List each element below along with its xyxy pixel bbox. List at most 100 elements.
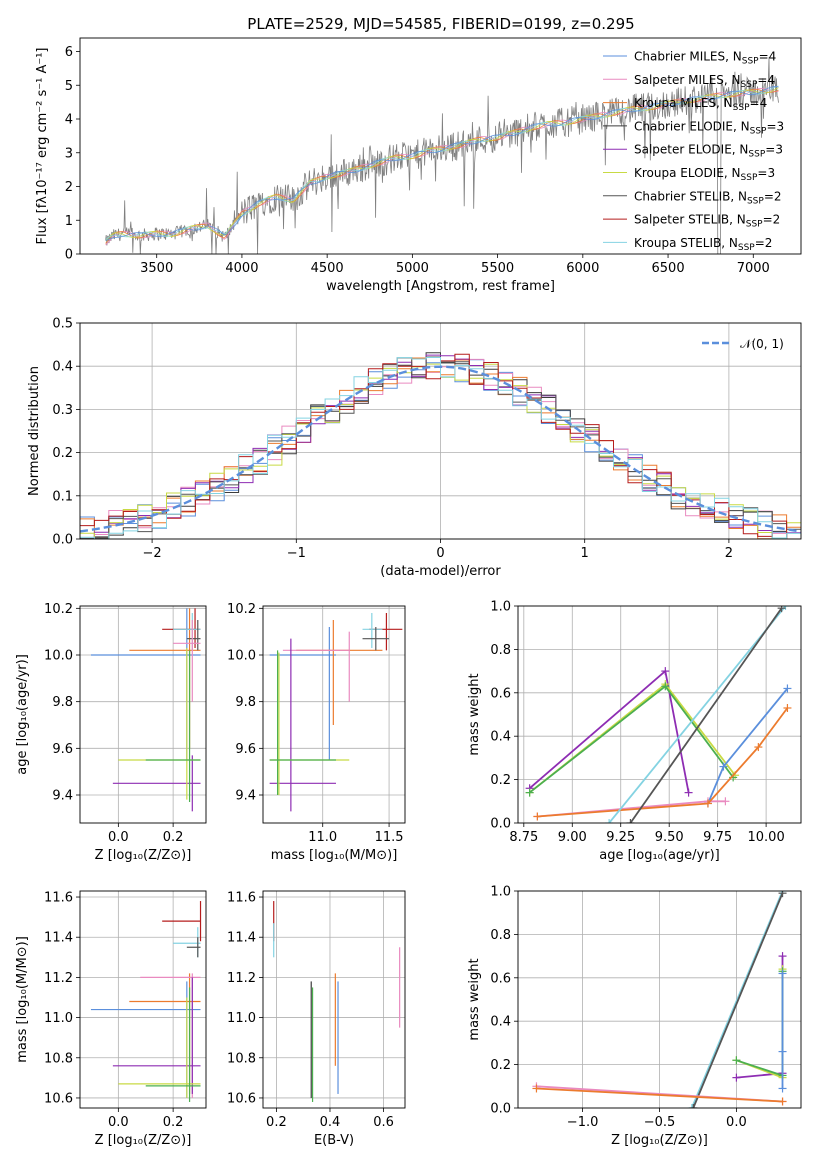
weight-line — [629, 607, 783, 823]
x-tick-label: 1 — [581, 546, 589, 561]
y-tick-label: 0.2 — [490, 1058, 511, 1073]
y-tick-label: 3 — [65, 146, 73, 161]
y-tick-label: 11.6 — [44, 891, 73, 906]
age-vs-z-panel: 0.0 0.2 9.4 9.6 9.8 10.0 10.2 Z [log₁₀(Z/Z⊙)] ag… — [15, 602, 207, 863]
y-tick-label: 11.4 — [227, 931, 256, 946]
x-tick-label: 10.00 — [748, 830, 785, 845]
x-tick-label: 0 — [436, 546, 444, 561]
plot-area — [105, 57, 779, 254]
x-axis-label: Z [log₁₀(Z/Z⊙)] — [95, 1133, 192, 1148]
legend-value: =3 — [766, 119, 784, 133]
y-tick-label: 5 — [65, 79, 73, 94]
axes-frame — [262, 890, 406, 1109]
legend-value: =4 — [750, 96, 768, 110]
x-tick-label: 0.2 — [163, 830, 184, 845]
weight-line — [736, 956, 784, 1079]
y-tick-label: 1 — [65, 214, 73, 229]
y-tick-label: 11.6 — [227, 891, 256, 906]
axes-frame — [262, 605, 406, 824]
weight-line — [608, 606, 787, 823]
plot-area — [80, 352, 801, 539]
y-tick-label: 11.2 — [227, 971, 256, 986]
x-tick-label: 4000 — [225, 261, 258, 276]
model-line — [105, 86, 779, 242]
y-tick-label: 10.6 — [44, 1091, 73, 1106]
legend-subscript: SSP — [748, 150, 765, 160]
plot-area — [269, 613, 403, 812]
y-axis-label: Flux [fλ10⁻¹⁷ erg cm⁻² s⁻¹ A⁻¹] — [35, 48, 50, 245]
mass-weight-vs-age-panel: 8.75 9.00 9.25 9.50 9.75 10.00 0.0 0.2 0.4 0.6 0.8… — [467, 600, 802, 863]
y-tick-label: 0.8 — [490, 928, 511, 943]
y-tick-label: 11.2 — [44, 971, 73, 986]
y-tick-label: 10.0 — [227, 649, 256, 664]
x-axis-label: Z [log₁₀(Z/Z⊙)] — [95, 848, 192, 863]
legend-value: =2 — [764, 189, 782, 203]
x-tick-label: 9.75 — [703, 830, 732, 845]
y-tick-label: 9.6 — [235, 742, 256, 757]
y-tick-label: 0.4 — [52, 360, 73, 375]
mass-vs-ebv-panel: 0.2 0.4 0.6 10.6 10.8 11.0 11.2 11.4 11.6 E(B-V) — [227, 890, 406, 1148]
x-tick-label: 0.6 — [373, 1115, 394, 1130]
y-tick-label: 0.4 — [490, 1015, 511, 1030]
legend-value: =4 — [757, 73, 775, 87]
weight-line — [690, 891, 784, 1108]
y-tick-label: 2 — [65, 180, 73, 195]
legend-subscript: SSP — [741, 80, 758, 90]
x-tick-label: 0.0 — [108, 1115, 129, 1130]
residual-histogram-panel: −2 −1 0 1 2 0.0 0.1 0.2 0.3 0.4 0.5 (data-model)/er… — [27, 317, 802, 579]
y-tick-label: 0.6 — [490, 686, 511, 701]
y-axis-label: age [log₁₀(age/yr)] — [15, 654, 30, 775]
x-tick-label: 9.00 — [558, 830, 587, 845]
legend-label: Kroupa STELIB, NSSP=2 — [634, 236, 772, 253]
x-tick-label: 8.75 — [509, 830, 538, 845]
x-tick-label: −2 — [143, 546, 162, 561]
x-tick-label: −1 — [287, 546, 306, 561]
axes-frame — [79, 890, 207, 1109]
x-tick-label: 5000 — [396, 261, 429, 276]
legend-subscript: SSP — [746, 220, 763, 230]
y-tick-label: 0.3 — [52, 403, 73, 418]
y-tick-label: 10.2 — [227, 602, 256, 617]
y-tick-label: 10.6 — [227, 1091, 256, 1106]
y-tick-label: 0.4 — [490, 730, 511, 745]
x-tick-label: 0.0 — [726, 1115, 747, 1130]
legend-label: Salpeter ELODIE, NSSP=3 — [634, 143, 783, 160]
weight-line — [707, 687, 789, 804]
y-tick-label: 6 — [65, 45, 73, 60]
y-axis-label: mass weight — [467, 958, 482, 1040]
y-tick-label: 0.5 — [52, 317, 73, 332]
x-tick-label: 0.2 — [266, 1115, 287, 1130]
weight-line — [529, 685, 734, 794]
x-tick-label: 5500 — [481, 261, 514, 276]
spectrum-panel: 3500 4000 4500 5000 5500 6000 6500 7000 0 1 2 3 4 5 6 w… — [35, 37, 802, 294]
weight-line — [537, 707, 789, 818]
y-tick-label: 0.8 — [490, 643, 511, 658]
y-axis-label: Normed distribution — [27, 366, 42, 496]
x-tick-label: 11.5 — [375, 830, 404, 845]
y-tick-label: 9.4 — [52, 789, 73, 804]
gaussian-curve — [80, 365, 801, 533]
legend-subscript: SSP — [747, 196, 764, 206]
legend-value: =3 — [757, 166, 775, 180]
legend-value: =2 — [763, 213, 781, 227]
x-tick-label: 7000 — [737, 261, 770, 276]
y-tick-label: 10.0 — [44, 649, 73, 664]
x-axis-label: mass [log₁₀(M/M⊙)] — [271, 848, 398, 863]
y-axis-label: mass [log₁₀(M/M⊙)] — [15, 936, 30, 1063]
y-tick-label: 1.0 — [490, 600, 511, 615]
weight-line — [692, 892, 784, 1108]
x-axis-label: age [log₁₀(age/yr)] — [599, 848, 720, 863]
y-tick-label: 9.8 — [52, 695, 73, 710]
axes-frame — [517, 890, 802, 1109]
age-vs-mass-panel: 11.0 11.5 9.4 9.6 9.8 10.0 10.2 mass [log₁₀(M/M… — [227, 602, 406, 863]
legend-value: =3 — [765, 143, 783, 157]
y-tick-label: 9.4 — [235, 789, 256, 804]
legend-label: Salpeter MILES, NSSP=4 — [634, 73, 775, 90]
figure-title: PLATE=2529, MJD=54585, FIBERID=0199, z=0… — [247, 15, 634, 33]
legend-subscript: SSP — [738, 243, 755, 253]
mass-weight-vs-z-panel: −1.0 −0.5 0.0 0.0 0.2 0.4 0.6 0.8 1.0 Z [log₁₀(Z/… — [467, 885, 802, 1148]
x-tick-label: 4500 — [311, 261, 344, 276]
legend-subscript: SSP — [750, 126, 767, 136]
legend-label: Chabrier ELODIE, NSSP=3 — [634, 119, 784, 136]
axes-frame — [517, 605, 802, 824]
